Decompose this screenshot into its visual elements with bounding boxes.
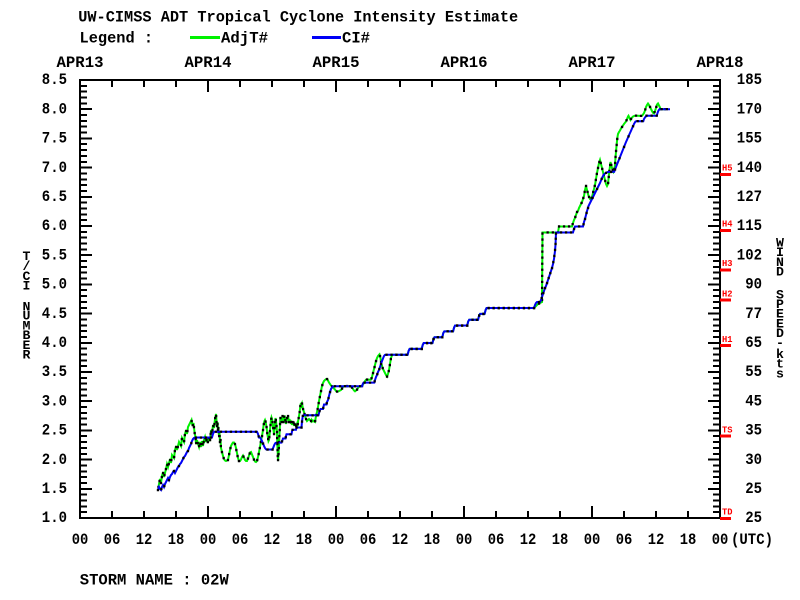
svg-text:25: 25 bbox=[745, 509, 762, 527]
svg-text:-: - bbox=[776, 336, 784, 351]
svg-text:6.5: 6.5 bbox=[42, 188, 67, 206]
svg-text:N: N bbox=[22, 299, 30, 314]
svg-text:12: 12 bbox=[520, 531, 537, 549]
svg-text:06: 06 bbox=[616, 531, 633, 549]
svg-text:1.0: 1.0 bbox=[42, 509, 67, 527]
svg-text:3.0: 3.0 bbox=[42, 392, 67, 410]
svg-text:35: 35 bbox=[745, 422, 762, 440]
svg-text:45: 45 bbox=[745, 392, 762, 410]
svg-text:18: 18 bbox=[296, 531, 313, 549]
svg-text:7.0: 7.0 bbox=[42, 159, 67, 177]
svg-text:2.0: 2.0 bbox=[42, 451, 67, 469]
svg-text:4.0: 4.0 bbox=[42, 334, 67, 352]
svg-text:00: 00 bbox=[584, 531, 601, 549]
svg-text:55: 55 bbox=[745, 363, 762, 381]
svg-text:65: 65 bbox=[745, 334, 762, 352]
svg-text:5.5: 5.5 bbox=[42, 246, 67, 264]
svg-text:(UTC): (UTC) bbox=[731, 531, 773, 549]
svg-text:H1: H1 bbox=[722, 335, 733, 345]
svg-text:STORM NAME : 02W: STORM NAME : 02W bbox=[80, 572, 229, 590]
svg-text:00: 00 bbox=[456, 531, 473, 549]
svg-text:H5: H5 bbox=[722, 164, 733, 174]
svg-text:00: 00 bbox=[712, 531, 729, 549]
svg-text:06: 06 bbox=[104, 531, 121, 549]
svg-text:APR17: APR17 bbox=[569, 54, 616, 72]
svg-text:115: 115 bbox=[737, 217, 762, 235]
svg-text:H3: H3 bbox=[722, 259, 733, 269]
svg-text:155: 155 bbox=[737, 130, 762, 148]
svg-text:W: W bbox=[776, 236, 784, 251]
svg-text:7.5: 7.5 bbox=[42, 130, 67, 148]
svg-text:H4: H4 bbox=[722, 220, 733, 230]
svg-text:B: B bbox=[22, 328, 30, 343]
svg-text:18: 18 bbox=[552, 531, 569, 549]
svg-text:170: 170 bbox=[737, 100, 762, 118]
svg-text:R: R bbox=[22, 348, 30, 363]
svg-text:M: M bbox=[22, 318, 30, 333]
svg-text:U: U bbox=[22, 309, 30, 324]
svg-text:18: 18 bbox=[168, 531, 185, 549]
svg-text:3.5: 3.5 bbox=[42, 363, 67, 381]
svg-text:TS: TS bbox=[722, 425, 733, 435]
svg-text:N: N bbox=[776, 255, 784, 270]
svg-text:5.0: 5.0 bbox=[42, 276, 67, 294]
svg-text:25: 25 bbox=[745, 480, 762, 498]
svg-text:00: 00 bbox=[200, 531, 217, 549]
svg-text:77: 77 bbox=[745, 305, 762, 323]
svg-text:4.5: 4.5 bbox=[42, 305, 67, 323]
svg-text:102: 102 bbox=[737, 246, 762, 264]
svg-text:UW-CIMSS ADT Tropical Cyclone: UW-CIMSS ADT Tropical Cyclone Intensity … bbox=[78, 9, 518, 27]
svg-text:12: 12 bbox=[264, 531, 281, 549]
svg-text:I: I bbox=[22, 279, 30, 294]
svg-text:CI#: CI# bbox=[342, 29, 370, 47]
svg-text:140: 140 bbox=[737, 159, 762, 177]
svg-text:00: 00 bbox=[328, 531, 345, 549]
svg-text:12: 12 bbox=[136, 531, 153, 549]
svg-text:P: P bbox=[776, 297, 784, 312]
svg-text:APR15: APR15 bbox=[313, 54, 360, 72]
svg-text:s: s bbox=[776, 366, 784, 381]
svg-text:t: t bbox=[776, 357, 784, 372]
svg-text:TD: TD bbox=[722, 508, 733, 518]
svg-text:/: / bbox=[22, 259, 30, 274]
svg-text:185: 185 bbox=[737, 71, 762, 89]
svg-text:D: D bbox=[776, 326, 784, 341]
svg-text:06: 06 bbox=[232, 531, 249, 549]
svg-text:AdjT#: AdjT# bbox=[221, 29, 268, 47]
svg-text:18: 18 bbox=[424, 531, 441, 549]
svg-text:S: S bbox=[776, 288, 784, 303]
svg-text:12: 12 bbox=[648, 531, 665, 549]
svg-text:C: C bbox=[22, 269, 30, 284]
svg-text:D: D bbox=[776, 264, 784, 279]
svg-text:Legend :: Legend : bbox=[80, 29, 154, 47]
svg-text:00: 00 bbox=[72, 531, 89, 549]
svg-text:E: E bbox=[776, 316, 784, 331]
svg-text:8.0: 8.0 bbox=[42, 100, 67, 118]
svg-text:T: T bbox=[22, 249, 30, 264]
svg-text:8.5: 8.5 bbox=[42, 71, 67, 89]
svg-text:APR18: APR18 bbox=[697, 54, 744, 72]
svg-text:06: 06 bbox=[360, 531, 377, 549]
svg-text:12: 12 bbox=[392, 531, 409, 549]
svg-text:127: 127 bbox=[737, 188, 762, 206]
svg-text:k: k bbox=[776, 347, 784, 362]
svg-text:06: 06 bbox=[488, 531, 505, 549]
svg-text:18: 18 bbox=[680, 531, 697, 549]
svg-text:6.0: 6.0 bbox=[42, 217, 67, 235]
svg-text:1.5: 1.5 bbox=[42, 480, 67, 498]
svg-text:90: 90 bbox=[745, 276, 762, 294]
svg-text:APR16: APR16 bbox=[441, 54, 488, 72]
svg-text:I: I bbox=[776, 245, 784, 260]
svg-text:2.5: 2.5 bbox=[42, 422, 67, 440]
svg-text:E: E bbox=[776, 307, 784, 322]
svg-text:E: E bbox=[22, 338, 30, 353]
svg-text:APR13: APR13 bbox=[57, 54, 104, 72]
svg-text:30: 30 bbox=[745, 451, 762, 469]
svg-text:H2: H2 bbox=[722, 289, 733, 299]
svg-text:APR14: APR14 bbox=[185, 54, 232, 72]
